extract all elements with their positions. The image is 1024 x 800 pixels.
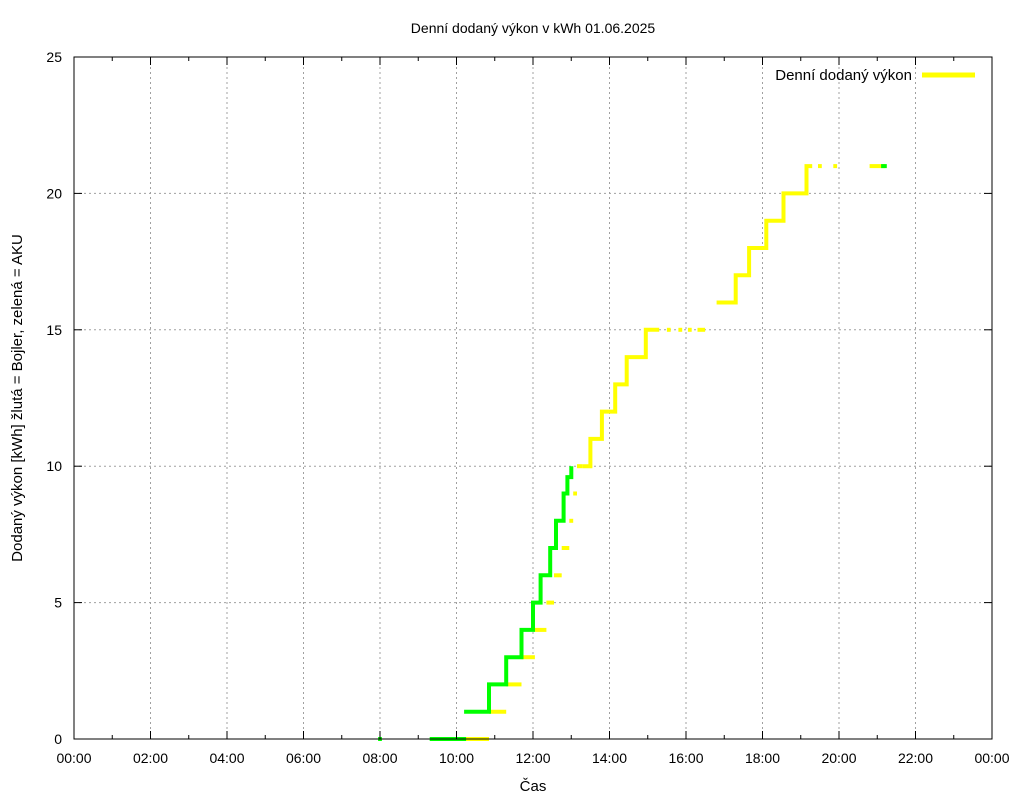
y-tick-label: 15: [46, 322, 62, 338]
grid: [74, 57, 992, 739]
x-tick-label: 18:00: [745, 750, 780, 766]
y-tick-label: 5: [54, 595, 62, 611]
x-tick-label: 20:00: [821, 750, 856, 766]
x-tick-label: 04:00: [209, 750, 244, 766]
legend: Denní dodaný výkon: [775, 67, 975, 84]
ticks: 00:00 02:00 04:00 06:00 08:00 10:00 12:00 14:00…: [46, 49, 1009, 766]
x-tick-label: 02:00: [133, 750, 168, 766]
x-tick-label: 00:00: [56, 750, 91, 766]
x-tick-label: 06:00: [286, 750, 321, 766]
x-axis-title: Čas: [520, 778, 547, 795]
x-tick-label: 08:00: [362, 750, 397, 766]
x-tick-label: 12:00: [515, 750, 550, 766]
series-segment: [582, 327, 660, 469]
x-tick-label: 10:00: [439, 750, 474, 766]
x-tick-label: 22:00: [898, 750, 933, 766]
y-tick-label: 10: [46, 458, 62, 474]
x-tick-label: 00:00: [974, 750, 1009, 766]
series-segment: [716, 164, 813, 305]
y-axis-title: Dodaný výkon [kWh] žlutá = Bojler, zelen…: [9, 234, 26, 562]
chart-title: Denní dodaný výkon v kWh 01.06.2025: [411, 20, 656, 36]
x-tick-label: 16:00: [668, 750, 703, 766]
y-tick-label: 0: [54, 731, 62, 747]
y-tick-label: 20: [46, 185, 62, 201]
x-tick-label: 14:00: [592, 750, 627, 766]
series-segment: [464, 466, 574, 714]
legend-label: Denní dodaný výkon: [775, 67, 912, 84]
y-tick-label: 25: [46, 49, 62, 65]
series-group: [378, 164, 887, 741]
